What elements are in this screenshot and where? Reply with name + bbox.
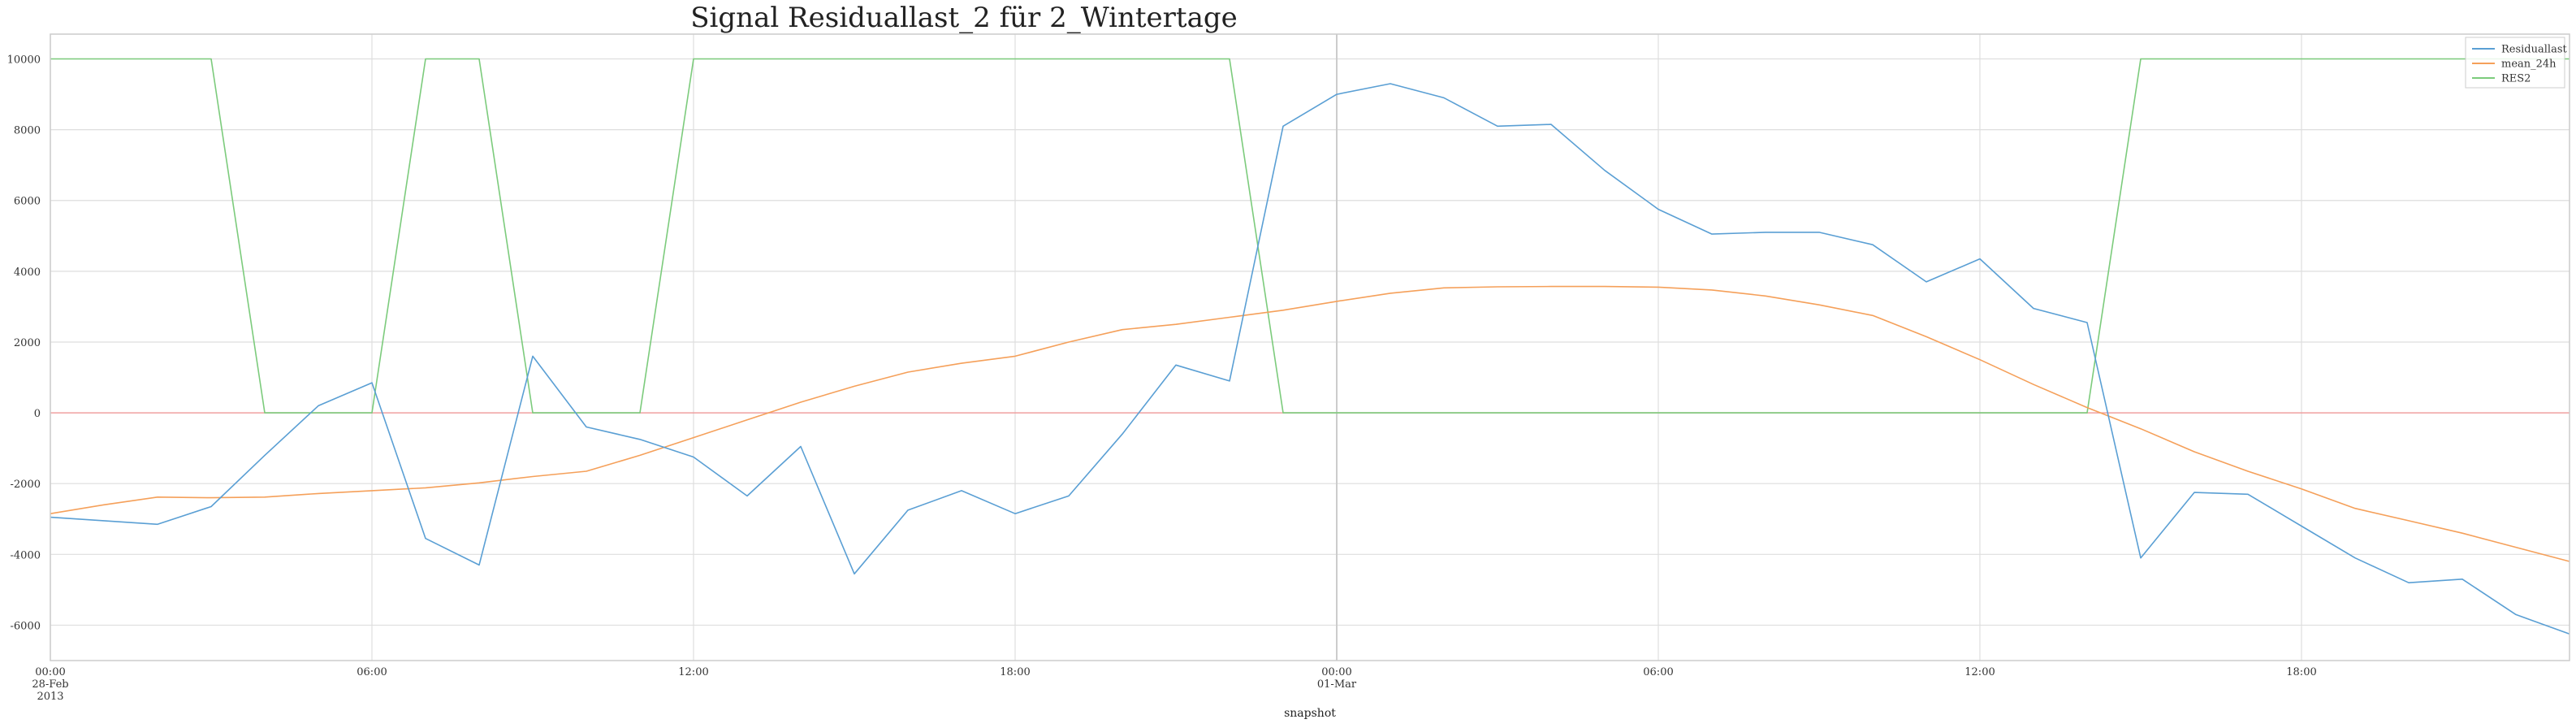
chart-title: Signal Residuallast_2 für 2_Wintertage bbox=[690, 2, 1237, 34]
x-tick-label: 06:00 bbox=[357, 666, 387, 678]
y-tick-label: -4000 bbox=[11, 549, 41, 561]
x-tick-label: 28-Feb bbox=[32, 678, 68, 691]
x-tick-label: 18:00 bbox=[1000, 666, 1030, 678]
legend-label: mean_24h bbox=[2501, 58, 2557, 71]
legend: Residuallast mean_24h RES2 bbox=[2465, 37, 2567, 89]
legend-label: Residuallast bbox=[2501, 44, 2567, 56]
y-tick-label: 2000 bbox=[14, 337, 41, 349]
x-tick-label: 18:00 bbox=[2286, 666, 2316, 678]
x-tick-label: 12:00 bbox=[678, 666, 708, 678]
x-tick-label: 00:00 bbox=[1321, 666, 1351, 678]
x-tick-label: 01-Mar bbox=[1317, 678, 1357, 691]
x-tick-label: 2013 bbox=[37, 691, 63, 703]
series-lines bbox=[50, 58, 2570, 635]
y-tick-label: 4000 bbox=[14, 266, 41, 279]
series-line-residuallast bbox=[50, 83, 2570, 635]
grid bbox=[50, 34, 2570, 661]
reference-lines bbox=[50, 34, 2570, 661]
y-tick-label: 10000 bbox=[7, 54, 41, 66]
legend-label: RES2 bbox=[2501, 73, 2531, 85]
series-line-mean-24h bbox=[50, 285, 2570, 562]
x-tick-label: 06:00 bbox=[1643, 666, 1673, 678]
y-tick-label: 8000 bbox=[14, 125, 41, 137]
x-tick-label: 00:00 bbox=[35, 666, 65, 678]
y-tick-label: 6000 bbox=[14, 196, 41, 208]
y-tick-label: -2000 bbox=[11, 479, 41, 491]
x-tick-label: 12:00 bbox=[1964, 666, 1995, 678]
plot-frame bbox=[50, 33, 2570, 661]
y-axis: -6000 -4000 -2000 0 2000 4000 6000 8000 10000 bbox=[7, 54, 41, 632]
y-tick-label: 0 bbox=[34, 408, 41, 420]
series-line-res2 bbox=[50, 58, 2570, 414]
y-tick-label: -6000 bbox=[11, 620, 41, 632]
x-axis-label: snapshot bbox=[1284, 707, 1336, 720]
